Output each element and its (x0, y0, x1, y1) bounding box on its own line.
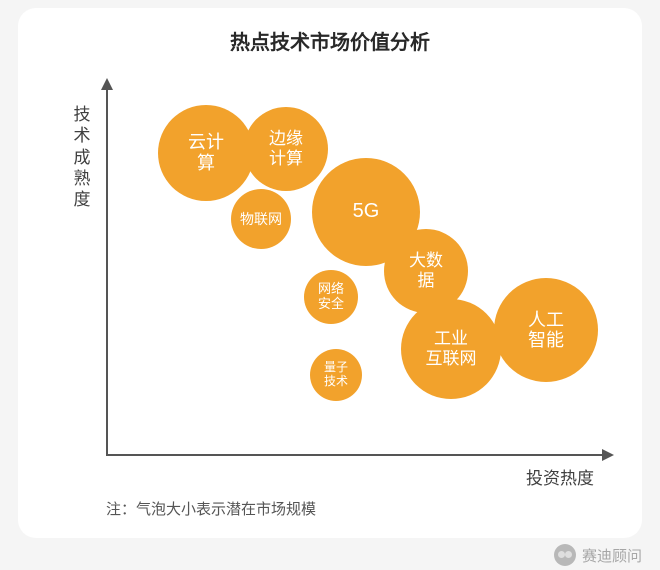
bubble-netsec: 网络 安全 (304, 270, 358, 324)
chart-footnote: 注：气泡大小表示潜在市场规模 (106, 498, 316, 519)
bubble-iiot: 工业 互联网 (401, 299, 501, 399)
bubble-cloud: 云计 算 (158, 105, 254, 201)
bubble-iot: 物联网 (231, 189, 291, 249)
y-axis-label: 技术成熟度 (72, 104, 92, 210)
chart-card: 热点技术市场价值分析 云计 算边缘 计算物联网5G大数 据网络 安全量子 技术工… (18, 8, 642, 538)
y-axis-arrow-icon (101, 78, 113, 90)
bubble-ai: 人工 智能 (494, 278, 598, 382)
x-axis (106, 454, 606, 456)
bubble-quantum: 量子 技术 (310, 349, 362, 401)
x-axis-label: 投资热度 (526, 464, 594, 489)
watermark: 赛迪顾问 (554, 544, 642, 566)
plot-area: 云计 算边缘 计算物联网5G大数 据网络 安全量子 技术工业 互联网人工 智能 (106, 86, 606, 456)
watermark-text: 赛迪顾问 (582, 545, 642, 566)
wechat-icon (554, 544, 576, 566)
chart-title: 热点技术市场价值分析 (18, 26, 642, 55)
y-axis (106, 86, 108, 456)
x-axis-arrow-icon (602, 449, 614, 461)
bubble-edge: 边缘 计算 (244, 107, 328, 191)
